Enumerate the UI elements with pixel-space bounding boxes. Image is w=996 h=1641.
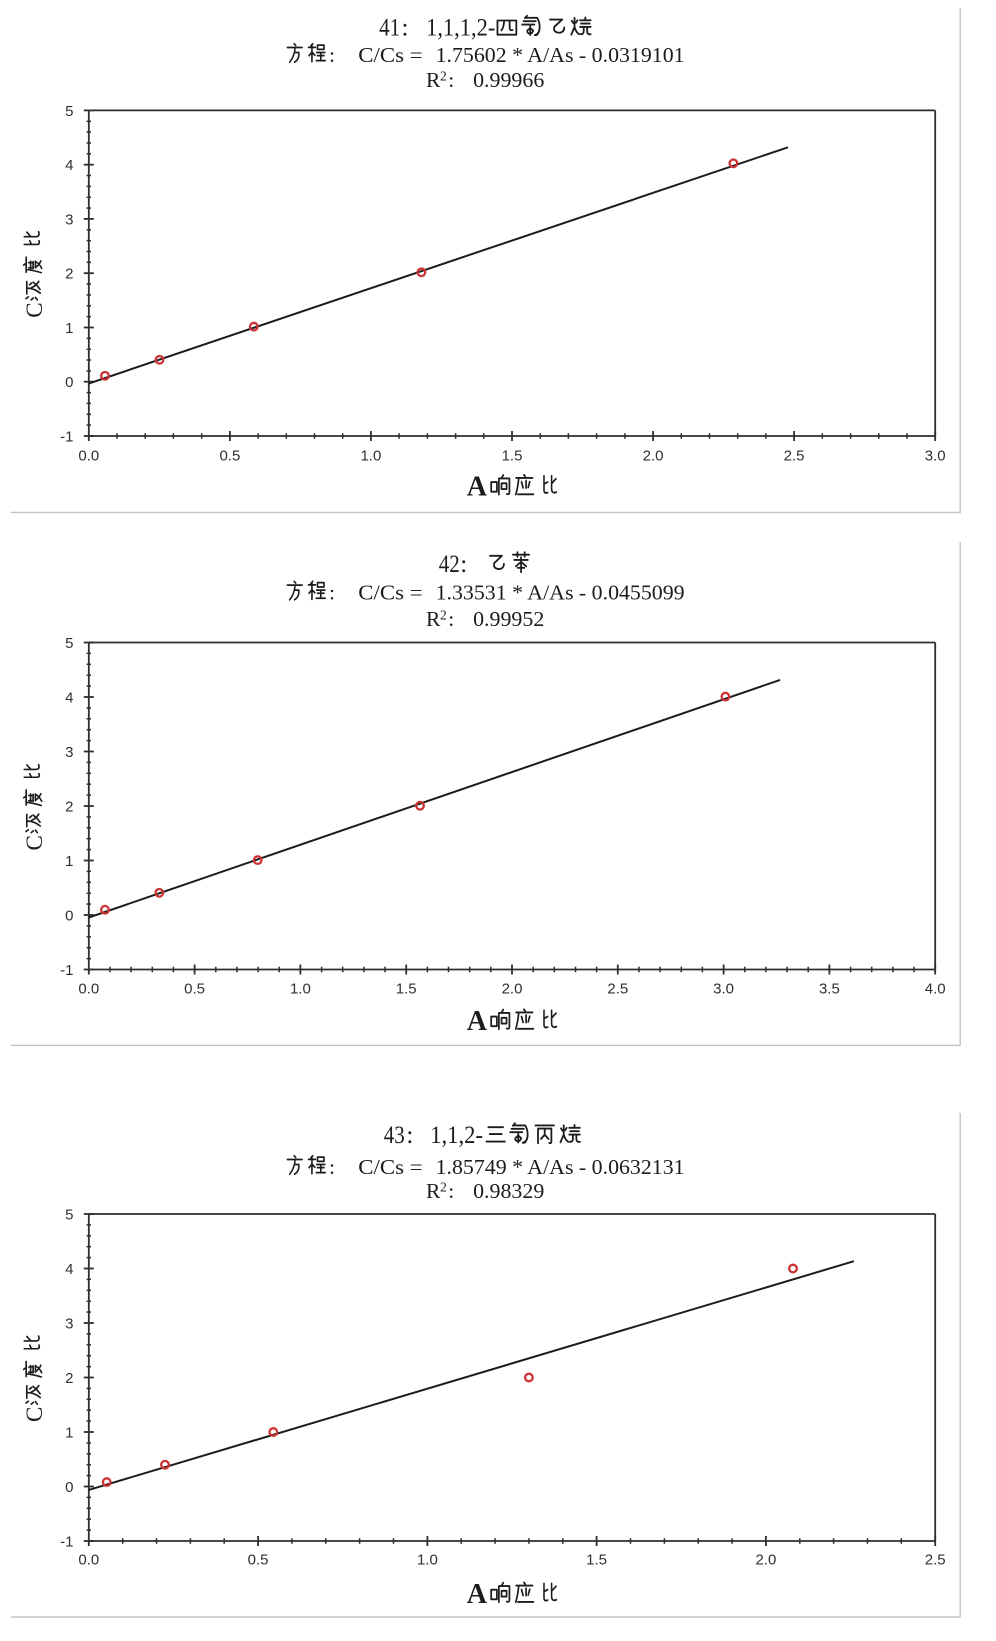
svg-text:1.0: 1.0: [290, 981, 311, 998]
svg-text:R: R: [426, 68, 441, 92]
svg-text:1: 1: [65, 320, 73, 337]
svg-text:A: A: [467, 1006, 488, 1037]
svg-text:3: 3: [65, 744, 73, 761]
svg-text:1.5: 1.5: [396, 981, 417, 998]
svg-text:43: 43: [384, 1122, 405, 1149]
svg-text:A: A: [467, 1579, 488, 1610]
svg-text:1.33531 * A/As - 0.0455099: 1.33531 * A/As - 0.0455099: [436, 581, 685, 605]
svg-text:0.99952: 0.99952: [473, 607, 544, 631]
svg-text:42: 42: [439, 551, 460, 578]
svg-text:R: R: [426, 607, 441, 631]
svg-text:2: 2: [440, 607, 447, 622]
svg-text:0.5: 0.5: [184, 981, 205, 998]
svg-text:41: 41: [379, 15, 400, 42]
svg-text:0: 0: [65, 374, 73, 391]
svg-text:-1: -1: [60, 428, 73, 445]
svg-text:4: 4: [65, 1261, 73, 1278]
svg-text::: :: [329, 581, 335, 605]
svg-text:2.0: 2.0: [502, 981, 523, 998]
svg-text:4: 4: [65, 689, 73, 706]
svg-text:4.0: 4.0: [925, 981, 946, 998]
svg-text:1: 1: [65, 853, 73, 870]
svg-text:C: C: [22, 835, 47, 850]
svg-text::: :: [329, 1155, 335, 1179]
svg-text::: :: [448, 1179, 454, 1203]
svg-text:0: 0: [65, 907, 73, 924]
svg-text:5: 5: [65, 103, 73, 120]
svg-text:3: 3: [65, 211, 73, 228]
svg-text::: :: [448, 607, 454, 631]
svg-text:C/Cs =: C/Cs =: [358, 581, 422, 605]
svg-text:2: 2: [65, 798, 73, 815]
svg-text:1.75602 * A/As - 0.0319101: 1.75602 * A/As - 0.0319101: [436, 43, 685, 67]
svg-text:0.0: 0.0: [78, 448, 99, 465]
svg-text:4: 4: [65, 157, 73, 174]
svg-text:2.5: 2.5: [925, 1552, 946, 1569]
svg-text::: :: [402, 15, 409, 42]
svg-text:C: C: [22, 302, 47, 317]
svg-text:1.5: 1.5: [502, 448, 523, 465]
svg-text:1,1,1,2-: 1,1,1,2-: [426, 15, 495, 42]
svg-text:5: 5: [65, 635, 73, 652]
svg-text:5: 5: [65, 1206, 73, 1223]
svg-text:2.0: 2.0: [755, 1552, 776, 1569]
svg-text:2.5: 2.5: [607, 981, 628, 998]
svg-text:-1: -1: [60, 962, 73, 979]
svg-text:2: 2: [65, 266, 73, 283]
svg-text:3: 3: [65, 1315, 73, 1332]
svg-text:1.0: 1.0: [360, 448, 381, 465]
svg-text:R: R: [426, 1179, 441, 1203]
svg-text::: :: [448, 68, 454, 92]
svg-text:0: 0: [65, 1479, 73, 1496]
svg-text:1.5: 1.5: [586, 1552, 607, 1569]
svg-text:2.0: 2.0: [643, 448, 664, 465]
svg-text:3.0: 3.0: [925, 448, 946, 465]
svg-text:0.5: 0.5: [219, 448, 240, 465]
svg-text:1.0: 1.0: [417, 1552, 438, 1569]
svg-text:3.0: 3.0: [713, 981, 734, 998]
svg-text:1: 1: [65, 1424, 73, 1441]
svg-text:C/Cs =: C/Cs =: [358, 43, 422, 67]
svg-text:-1: -1: [60, 1533, 73, 1550]
svg-text:0.98329: 0.98329: [473, 1179, 544, 1203]
svg-text:A: A: [467, 471, 488, 502]
svg-text:0.0: 0.0: [78, 981, 99, 998]
svg-text:C/Cs =: C/Cs =: [358, 1155, 422, 1179]
svg-text::: :: [329, 43, 335, 67]
svg-text:1.85749 * A/As - 0.0632131: 1.85749 * A/As - 0.0632131: [436, 1155, 685, 1179]
svg-text:C: C: [22, 1407, 47, 1422]
svg-text:2: 2: [440, 69, 447, 84]
svg-text:1,1,2-: 1,1,2-: [430, 1122, 483, 1149]
svg-text:0.5: 0.5: [248, 1552, 269, 1569]
svg-text:3.5: 3.5: [819, 981, 840, 998]
svg-text::: :: [406, 1122, 413, 1149]
svg-text:0.0: 0.0: [78, 1552, 99, 1569]
svg-text::: :: [460, 551, 467, 578]
svg-text:2: 2: [440, 1180, 447, 1195]
svg-text:2: 2: [65, 1370, 73, 1387]
svg-text:0.99966: 0.99966: [473, 68, 544, 92]
svg-text:2.5: 2.5: [784, 448, 805, 465]
